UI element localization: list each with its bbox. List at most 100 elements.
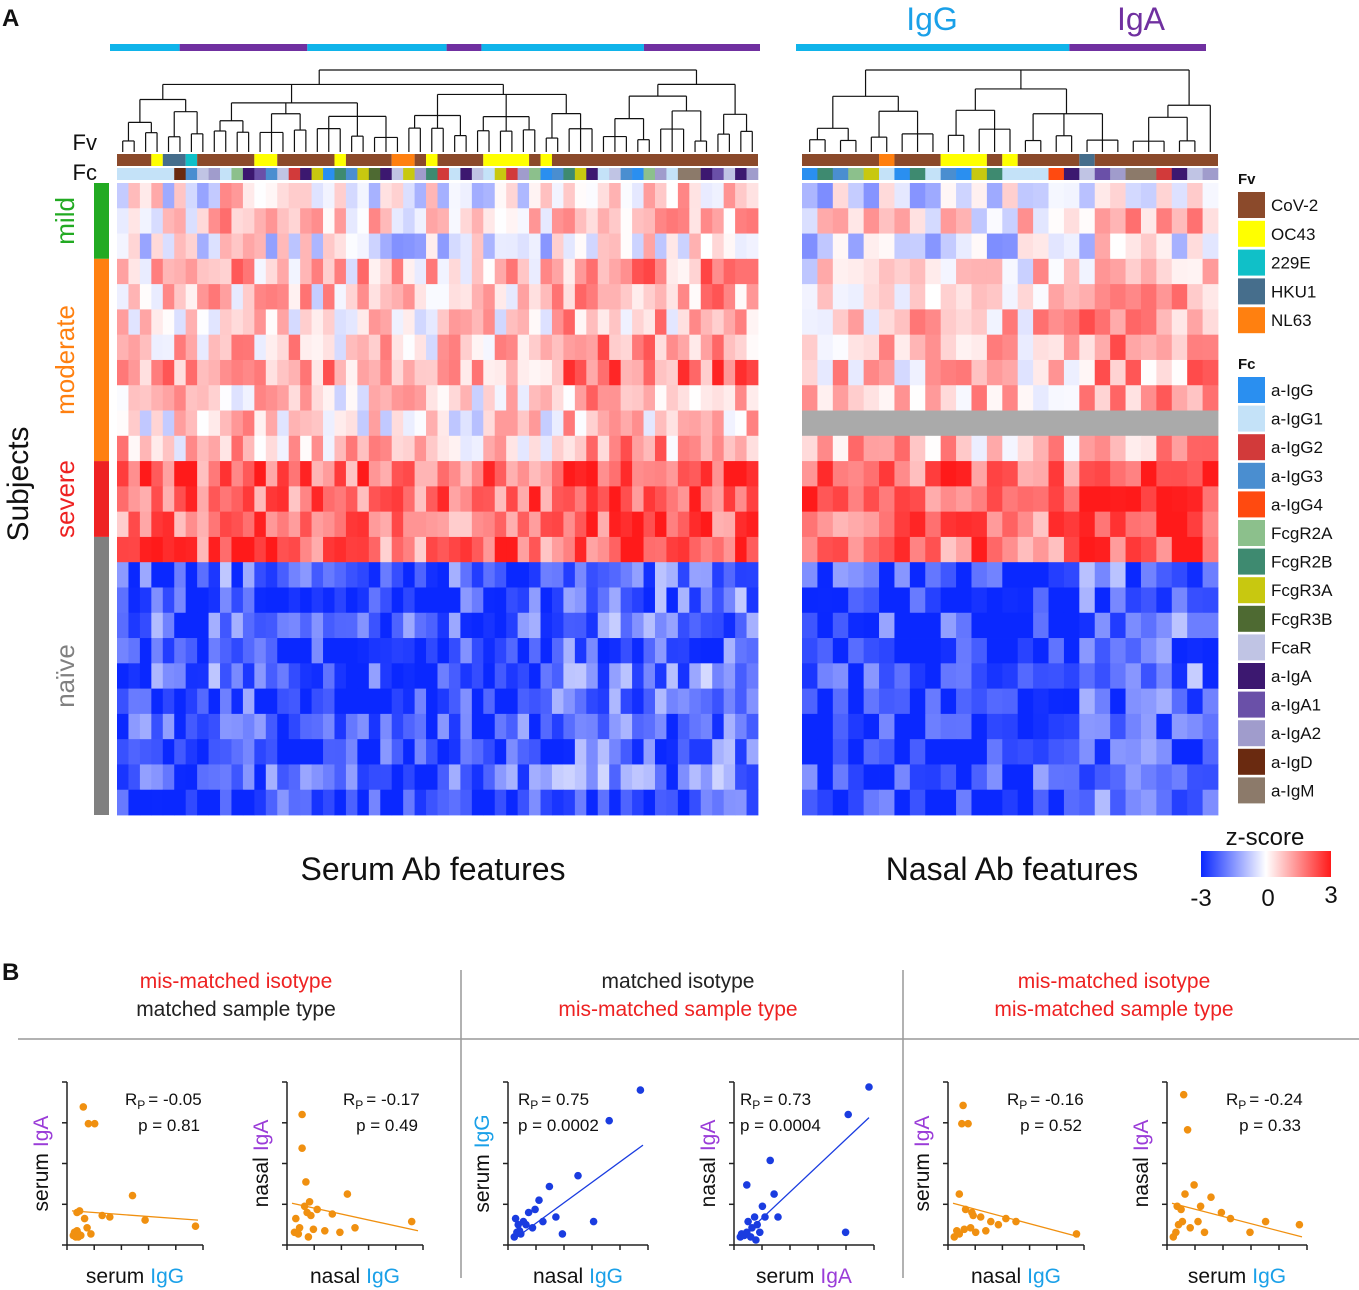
serum-heatmap-cell [288, 486, 301, 513]
nasal-heatmap-cell [832, 789, 849, 816]
nasal-heatmap-cell [1125, 486, 1142, 513]
serum-heatmap-cell [620, 587, 633, 614]
nasal-heatmap-cell [1033, 359, 1049, 386]
nasal-heatmap-cell [1079, 764, 1096, 791]
nasal-heatmap-cell [1048, 764, 1065, 791]
serum-heatmap-cell [677, 789, 690, 816]
data-point [756, 1228, 764, 1237]
serum-heatmap-cell [735, 764, 747, 791]
nasal-heatmap-cell [1202, 359, 1219, 386]
serum-heatmap-cell [174, 359, 187, 386]
legend-fc-label: a-IgA [1271, 667, 1312, 686]
serum-heatmap-cell [426, 789, 438, 816]
serum-heatmap-cell [712, 739, 725, 765]
serum-heatmap-cell [563, 764, 576, 791]
nasal-heatmap-cell [1002, 410, 1019, 437]
nasal-fc-block [1002, 168, 1019, 180]
nasal-heatmap-cell [1094, 612, 1111, 639]
serum-heatmap-cell [700, 511, 713, 538]
serum-fc-block [391, 168, 404, 180]
nasal-heatmap-cell [817, 688, 834, 715]
serum-heatmap-cell [654, 385, 667, 411]
nasal-heatmap-cell [909, 638, 926, 664]
serum-heatmap-cell [620, 208, 633, 234]
serum-heatmap-cell [529, 208, 541, 234]
serum-heatmap-cell [677, 183, 690, 209]
serum-heatmap-cell [391, 385, 404, 411]
serum-heatmap-cell [311, 435, 324, 462]
serum-heatmap-cell [643, 663, 656, 689]
data-point [955, 1190, 964, 1198]
nasal-heatmap-cell [956, 764, 972, 791]
nasal-heatmap-cell [1156, 789, 1173, 816]
nasal-heatmap-cell [879, 334, 895, 361]
serum-heatmap-cell [265, 258, 278, 285]
serum-heatmap-cell [197, 309, 209, 336]
serum-heatmap-cell [712, 688, 725, 715]
serum-heatmap-cell [185, 486, 198, 513]
data-point [295, 1224, 304, 1232]
serum-heatmap-cell [403, 461, 416, 487]
serum-heatmap-cell [471, 208, 484, 234]
serum-heatmap-cell [185, 309, 198, 336]
serum-heatmap-cell [746, 789, 759, 816]
serum-heatmap-cell [540, 258, 553, 285]
y-axis-label: nasalIgA [1130, 1120, 1153, 1208]
serum-heatmap-cell [746, 688, 759, 715]
nasal-heatmap-cell [925, 663, 942, 689]
serum-heatmap-cell [506, 284, 519, 310]
serum-heatmap-cell [677, 208, 690, 234]
serum-heatmap-cell [128, 233, 141, 260]
data-point [844, 1110, 852, 1119]
nasal-heatmap-cell [1033, 764, 1049, 791]
serum-heatmap-cell [620, 183, 633, 209]
serum-heatmap-cell [517, 410, 530, 437]
serum-heatmap-cell [551, 688, 564, 715]
serum-heatmap-cell [345, 713, 358, 740]
serum-heatmap-cell [254, 612, 267, 639]
nasal-heatmap-cell [832, 435, 849, 462]
serum-heatmap-cell [277, 258, 290, 285]
serum-heatmap-cell [597, 688, 610, 715]
serum-heatmap-cell [460, 587, 473, 614]
nasal-heatmap-cell [971, 359, 988, 386]
nasal-heatmap-cell [894, 359, 911, 386]
serum-heatmap-cell [735, 713, 747, 740]
serum-heatmap-cell [620, 764, 633, 791]
serum-heatmap-cell [723, 486, 736, 513]
nasal-heatmap-cell [1079, 208, 1096, 234]
serum-fc-annotation-bar [117, 168, 759, 180]
serum-heatmap-cell [494, 638, 507, 664]
data-point [964, 1119, 972, 1128]
serum-heatmap-cell [471, 511, 484, 538]
serum-heatmap-cell [483, 789, 496, 816]
serum-heatmap-cell [254, 713, 267, 740]
nasal-heatmap-cell [848, 638, 865, 664]
serum-heatmap-cell [162, 764, 175, 791]
nasal-heatmap-cell [1002, 511, 1019, 538]
nasal-heatmap-cell [1110, 258, 1126, 285]
serum-heatmap-cell [162, 789, 175, 816]
nasal-heatmap-cell [1110, 612, 1126, 639]
serum-heatmap-cell [460, 435, 473, 462]
nasal-heatmap-cell [1033, 663, 1049, 689]
serum-heatmap-cell [426, 612, 438, 639]
serum-heatmap-cell [117, 486, 129, 513]
serum-heatmap-cell [277, 385, 290, 411]
nasal-heatmap-cell [1156, 511, 1173, 538]
nasal-heatmap-cell [909, 713, 926, 740]
serum-heatmap-cell [242, 208, 255, 234]
serum-heatmap-cell [128, 410, 141, 437]
serum-heatmap-cell [403, 612, 416, 639]
serum-heatmap-cell [700, 739, 713, 765]
serum-heatmap-cell [609, 562, 622, 588]
section-header-line2: mis-matched sample type [994, 998, 1233, 1021]
serum-heatmap-cell [689, 764, 702, 791]
serum-heatmap-cell [677, 536, 690, 563]
nasal-heatmap-cell [909, 764, 926, 791]
serum-heatmap-cell [700, 663, 713, 689]
serum-heatmap-cell [414, 334, 427, 361]
serum-heatmap-cell [345, 183, 358, 209]
y-axis-label: nasalIgA [250, 1120, 273, 1208]
data-point [1173, 1202, 1181, 1211]
